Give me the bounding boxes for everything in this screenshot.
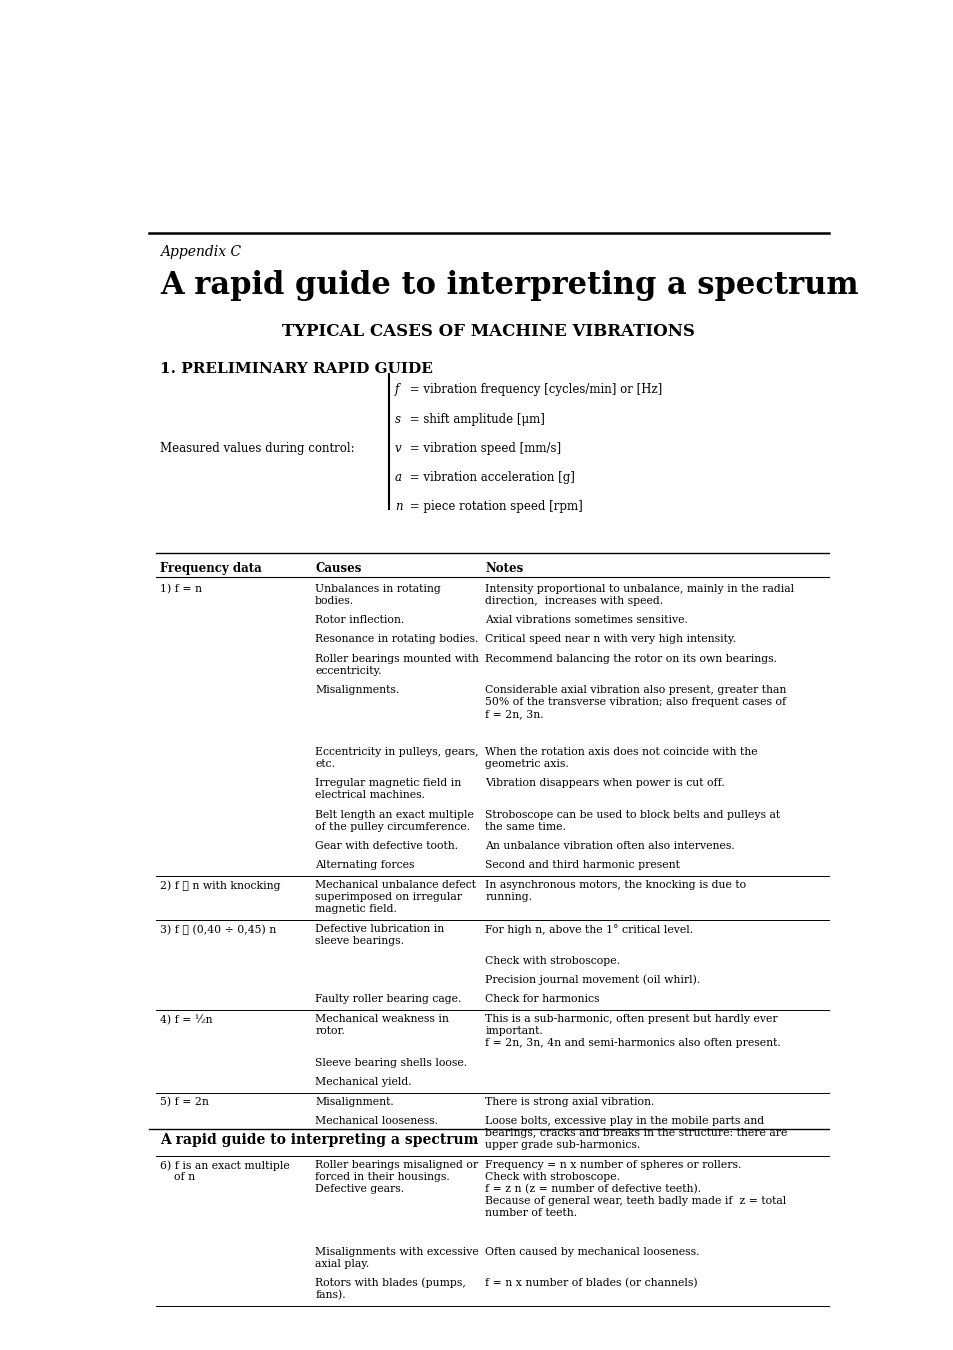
Text: TYPICAL CASES OF MACHINE VIBRATIONS: TYPICAL CASES OF MACHINE VIBRATIONS — [282, 323, 695, 340]
Text: 3) f ≅ (0,40 ÷ 0,45) n: 3) f ≅ (0,40 ÷ 0,45) n — [160, 925, 275, 936]
Text: bearings, cracks and breaks in the structure: there are: bearings, cracks and breaks in the struc… — [485, 1129, 787, 1138]
Text: bodies.: bodies. — [314, 595, 354, 606]
Text: Check with stroboscope.: Check with stroboscope. — [485, 1172, 619, 1183]
Text: v: v — [395, 441, 401, 455]
Text: 2) f ≅ n with knocking: 2) f ≅ n with knocking — [160, 880, 280, 891]
Text: Defective lubrication in: Defective lubrication in — [314, 925, 444, 934]
Text: There is strong axial vibration.: There is strong axial vibration. — [485, 1098, 654, 1107]
Text: A rapid guide to interpreting a spectrum: A rapid guide to interpreting a spectrum — [160, 270, 858, 301]
Text: Mechanical looseness.: Mechanical looseness. — [314, 1116, 437, 1126]
Text: f = 2n, 3n.: f = 2n, 3n. — [485, 709, 543, 718]
Text: running.: running. — [485, 892, 532, 902]
Text: In asynchronous motors, the knocking is due to: In asynchronous motors, the knocking is … — [485, 880, 745, 890]
Text: Precision journal movement (oil whirl).: Precision journal movement (oil whirl). — [485, 975, 700, 985]
Text: Resonance in rotating bodies.: Resonance in rotating bodies. — [314, 634, 478, 644]
Text: Often caused by mechanical looseness.: Often caused by mechanical looseness. — [485, 1246, 699, 1257]
Text: magnetic field.: magnetic field. — [314, 904, 396, 914]
Text: This is a sub-harmonic, often present but hardly ever: This is a sub-harmonic, often present bu… — [485, 1014, 777, 1025]
Text: = vibration speed [mm/s]: = vibration speed [mm/s] — [406, 441, 560, 455]
Text: 50% of the transverse vibration; also frequent cases of: 50% of the transverse vibration; also fr… — [485, 697, 785, 707]
Text: Misalignments with excessive: Misalignments with excessive — [314, 1246, 478, 1257]
Text: the same time.: the same time. — [485, 822, 565, 832]
Text: An unbalance vibration often also intervenes.: An unbalance vibration often also interv… — [485, 841, 734, 850]
Text: 1. PRELIMINARY RAPID GUIDE: 1. PRELIMINARY RAPID GUIDE — [160, 362, 433, 375]
Text: Measured values during control:: Measured values during control: — [160, 441, 355, 455]
Text: f = n x number of blades (or channels): f = n x number of blades (or channels) — [485, 1278, 698, 1288]
Text: Rotors with blades (pumps,: Rotors with blades (pumps, — [314, 1278, 466, 1288]
Text: Mechanical unbalance defect: Mechanical unbalance defect — [314, 880, 476, 890]
Text: f = 2n, 3n, 4n and semi-harmonics also often present.: f = 2n, 3n, 4n and semi-harmonics also o… — [485, 1038, 781, 1049]
Text: Second and third harmonic present: Second and third harmonic present — [485, 860, 679, 869]
Text: electrical machines.: electrical machines. — [314, 790, 425, 801]
Text: Loose bolts, excessive play in the mobile parts and: Loose bolts, excessive play in the mobil… — [485, 1116, 763, 1126]
Text: Unbalances in rotating: Unbalances in rotating — [314, 585, 440, 594]
Text: Rotor inflection.: Rotor inflection. — [314, 616, 404, 625]
Text: Stroboscope can be used to block belts and pulleys at: Stroboscope can be used to block belts a… — [485, 810, 780, 819]
Text: Frequency data: Frequency data — [160, 562, 261, 575]
Text: etc.: etc. — [314, 759, 335, 769]
Text: Notes: Notes — [485, 562, 523, 575]
Text: Check with stroboscope.: Check with stroboscope. — [485, 956, 619, 965]
Text: of n: of n — [160, 1172, 194, 1183]
Text: Check for harmonics: Check for harmonics — [485, 994, 599, 1004]
Text: Mechanical weakness in: Mechanical weakness in — [314, 1014, 449, 1025]
Text: Mechanical yield.: Mechanical yield. — [314, 1077, 412, 1087]
Text: Roller bearings mounted with: Roller bearings mounted with — [314, 653, 478, 664]
Text: Considerable axial vibration also present, greater than: Considerable axial vibration also presen… — [485, 684, 786, 695]
Text: 5) f = 2n: 5) f = 2n — [160, 1098, 209, 1107]
Text: Irregular magnetic field in: Irregular magnetic field in — [314, 779, 461, 788]
Text: Axial vibrations sometimes sensitive.: Axial vibrations sometimes sensitive. — [485, 616, 687, 625]
Text: Eccentricity in pulleys, gears,: Eccentricity in pulleys, gears, — [314, 748, 478, 757]
Text: Critical speed near n with very high intensity.: Critical speed near n with very high int… — [485, 634, 736, 644]
Text: number of teeth.: number of teeth. — [485, 1208, 577, 1218]
Text: rotor.: rotor. — [314, 1026, 345, 1037]
Text: Gear with defective tooth.: Gear with defective tooth. — [314, 841, 457, 850]
Text: fans).: fans). — [314, 1289, 345, 1300]
Text: = shift amplitude [μm]: = shift amplitude [μm] — [406, 413, 544, 425]
Text: Sleeve bearing shells loose.: Sleeve bearing shells loose. — [314, 1057, 467, 1068]
Text: = piece rotation speed [rpm]: = piece rotation speed [rpm] — [406, 500, 582, 513]
Text: forced in their housings.: forced in their housings. — [314, 1172, 450, 1183]
Text: Causes: Causes — [314, 562, 361, 575]
Text: Roller bearings misaligned or: Roller bearings misaligned or — [314, 1161, 477, 1170]
Text: important.: important. — [485, 1026, 542, 1037]
Text: Misalignment.: Misalignment. — [314, 1098, 394, 1107]
Text: Appendix C: Appendix C — [160, 246, 241, 259]
Text: Alternating forces: Alternating forces — [314, 860, 415, 869]
Text: For high n, above the 1° critical level.: For high n, above the 1° critical level. — [485, 925, 693, 936]
Text: of the pulley circumference.: of the pulley circumference. — [314, 822, 470, 832]
Text: 1) f = n: 1) f = n — [160, 585, 202, 594]
Text: Because of general wear, teeth badly made if  z = total: Because of general wear, teeth badly mad… — [485, 1196, 785, 1207]
Text: f: f — [395, 383, 399, 397]
Text: n: n — [395, 500, 402, 513]
Text: Frequency = n x number of spheres or rollers.: Frequency = n x number of spheres or rol… — [485, 1161, 740, 1170]
Text: s: s — [395, 413, 400, 425]
Text: a: a — [395, 471, 401, 483]
Text: = vibration acceleration [g]: = vibration acceleration [g] — [406, 471, 575, 483]
Text: Belt length an exact multiple: Belt length an exact multiple — [314, 810, 474, 819]
Text: = vibration frequency [cycles/min] or [Hz]: = vibration frequency [cycles/min] or [H… — [406, 383, 661, 397]
Text: A rapid guide to interpreting a spectrum: A rapid guide to interpreting a spectrum — [160, 1133, 477, 1147]
Text: Intensity proportional to unbalance, mainly in the radial: Intensity proportional to unbalance, mai… — [485, 585, 794, 594]
Text: axial play.: axial play. — [314, 1258, 369, 1269]
Text: upper grade sub-harmonics.: upper grade sub-harmonics. — [485, 1141, 639, 1150]
Text: geometric axis.: geometric axis. — [485, 759, 568, 769]
Text: eccentricity.: eccentricity. — [314, 666, 381, 675]
Text: Faulty roller bearing cage.: Faulty roller bearing cage. — [314, 994, 461, 1004]
Text: sleeve bearings.: sleeve bearings. — [314, 937, 404, 946]
Text: 6) f is an exact multiple: 6) f is an exact multiple — [160, 1161, 290, 1170]
Text: 4) f = ½n: 4) f = ½n — [160, 1014, 213, 1025]
Text: Misalignments.: Misalignments. — [314, 684, 399, 695]
Text: superimposed on irregular: superimposed on irregular — [314, 892, 461, 902]
Text: Defective gears.: Defective gears. — [314, 1184, 404, 1195]
Text: f = z n (z = number of defective teeth).: f = z n (z = number of defective teeth). — [485, 1184, 700, 1195]
Text: direction,  increases with speed.: direction, increases with speed. — [485, 595, 662, 606]
Text: Recommend balancing the rotor on its own bearings.: Recommend balancing the rotor on its own… — [485, 653, 777, 664]
Text: Vibration disappears when power is cut off.: Vibration disappears when power is cut o… — [485, 779, 724, 788]
Text: When the rotation axis does not coincide with the: When the rotation axis does not coincide… — [485, 748, 757, 757]
